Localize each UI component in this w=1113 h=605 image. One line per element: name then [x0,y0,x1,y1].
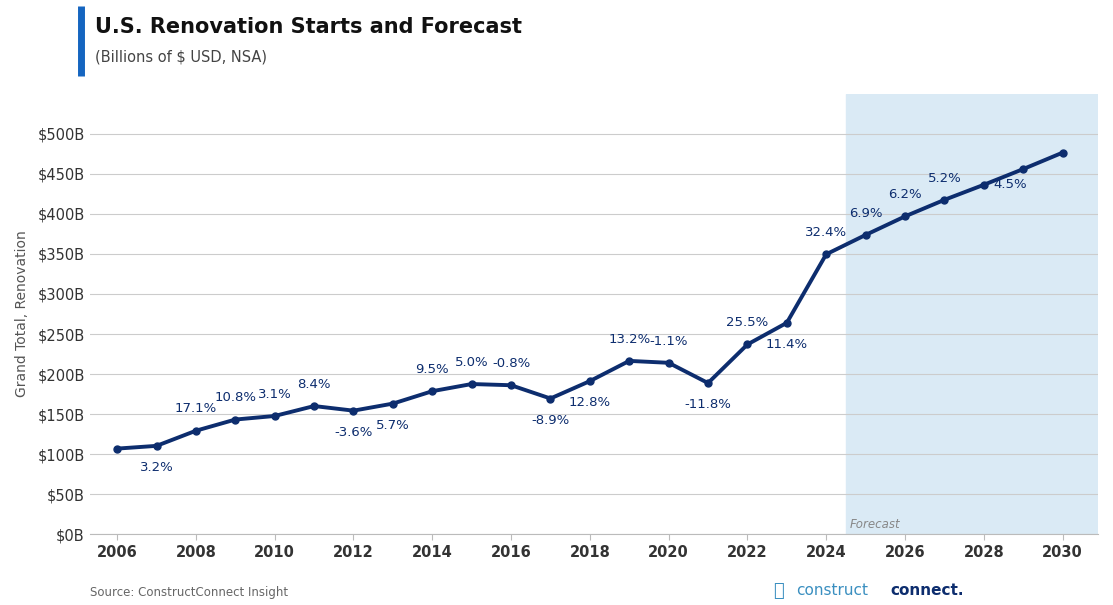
Text: 3.2%: 3.2% [139,461,174,474]
Text: 6.9%: 6.9% [849,207,883,220]
Text: 8.4%: 8.4% [297,378,331,391]
Text: -11.8%: -11.8% [684,398,731,411]
Text: 6.2%: 6.2% [888,188,922,201]
Bar [846,94,1113,534]
Text: -1.1%: -1.1% [649,335,688,347]
Text: connect.: connect. [890,583,964,598]
Text: construct: construct [796,583,868,598]
Text: -0.8%: -0.8% [492,357,530,370]
Y-axis label: Grand Total, Renovation: Grand Total, Renovation [14,231,29,397]
Text: 4.5%: 4.5% [994,178,1027,191]
Text: 5.7%: 5.7% [376,419,410,432]
Text: 11.4%: 11.4% [766,338,808,351]
Text: 25.5%: 25.5% [727,316,769,329]
Text: Source: ConstructConnect Insight: Source: ConstructConnect Insight [89,586,287,599]
Text: 3.1%: 3.1% [258,388,292,401]
Text: Forecast: Forecast [850,518,900,531]
Text: 5.0%: 5.0% [455,356,489,369]
Text: 10.8%: 10.8% [215,391,256,404]
Text: 12.8%: 12.8% [569,396,611,410]
Text: 13.2%: 13.2% [608,333,650,345]
Text: (Billions of $ USD, NSA): (Billions of $ USD, NSA) [95,50,267,65]
Text: -8.9%: -8.9% [531,414,570,427]
Text: 32.4%: 32.4% [805,226,847,239]
Text: 9.5%: 9.5% [415,363,449,376]
Text: ⓐ: ⓐ [774,582,785,600]
Text: 17.1%: 17.1% [175,402,217,416]
Text: U.S. Renovation Starts and Forecast: U.S. Renovation Starts and Forecast [95,17,522,38]
Text: -3.6%: -3.6% [334,426,373,439]
Text: 5.2%: 5.2% [927,172,962,185]
